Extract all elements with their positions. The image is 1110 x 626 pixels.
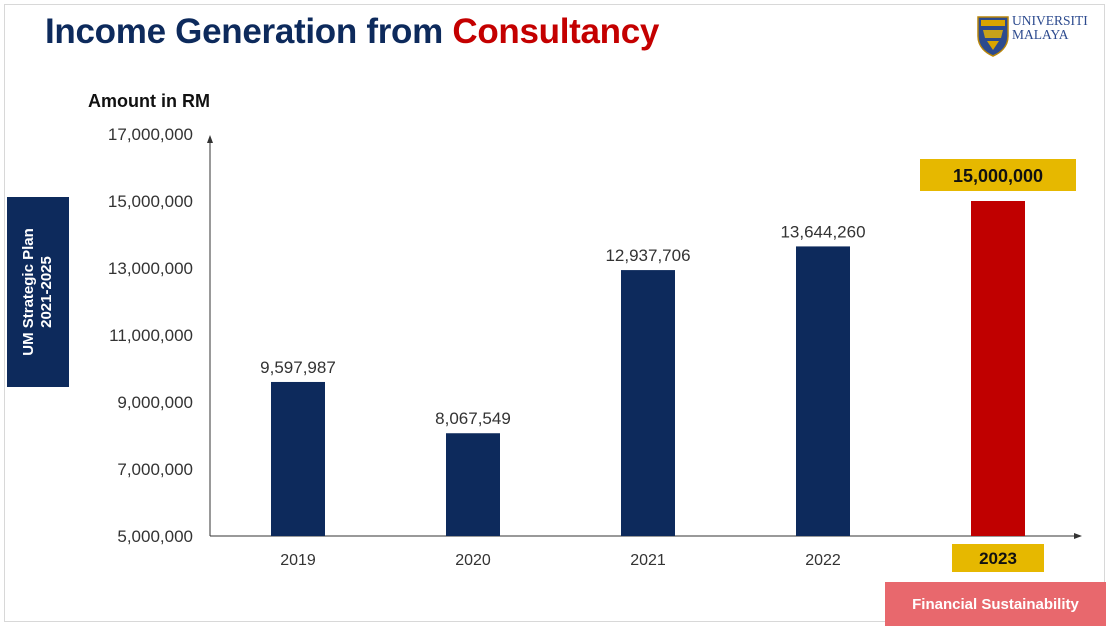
- x-tick-label: 2022: [805, 552, 841, 569]
- title-part-1: Income Generation from: [45, 12, 443, 51]
- y-tick-label: 9,000,000: [117, 393, 193, 412]
- university-logo: [975, 14, 1095, 58]
- bar-value-label: 12,937,706: [605, 246, 690, 265]
- y-tick-label: 13,000,000: [108, 259, 193, 278]
- y-tick-label: 15,000,000: [108, 192, 193, 211]
- x-tick-label: 2021: [630, 552, 666, 569]
- y-tick-label: 7,000,000: [117, 460, 193, 479]
- value-highlight-box: [920, 159, 1076, 191]
- strategic-plan-tab: UM Strategic Plan 2021-2025: [7, 197, 69, 387]
- y-axis-title: Amount in RM: [88, 91, 210, 111]
- page-title: Income Generation from Consultancy: [45, 12, 659, 52]
- bar-2020: [446, 433, 500, 536]
- x-tick-label: 2019: [280, 552, 316, 569]
- title-part-2: Consultancy: [452, 12, 660, 51]
- crest-icon: [977, 16, 1009, 57]
- x-tick-label: 2023: [979, 549, 1017, 568]
- bar-2022: [796, 246, 850, 536]
- y-tick-label: 5,000,000: [117, 527, 193, 546]
- y-tick-label: 11,000,000: [109, 326, 193, 345]
- x-tick-label: 2020: [455, 552, 491, 569]
- bar-2019: [271, 381, 325, 536]
- logo-line-2: MALAYA: [1012, 27, 1069, 42]
- bar-value-label: 15,000,000: [953, 166, 1043, 186]
- bar-value-label: 13,644,260: [780, 222, 865, 241]
- bar-2023: [971, 201, 1025, 536]
- bar-value-label: 9,597,987: [260, 358, 336, 377]
- logo-line-1: UNIVERSITI: [1012, 13, 1088, 28]
- y-axis-arrow-icon: [207, 135, 213, 143]
- category-highlight-box: [952, 544, 1044, 572]
- logo-text: UNIVERSITI MALAYA: [1012, 14, 1088, 42]
- bar-value-label: 8,067,549: [435, 409, 511, 428]
- bar-2021: [621, 270, 675, 536]
- y-tick-label: 17,000,000: [108, 125, 193, 144]
- financial-sustainability-badge: Financial Sustainability: [885, 582, 1106, 626]
- slide-frame: [4, 4, 1105, 622]
- x-axis-arrow-icon: [1074, 533, 1082, 539]
